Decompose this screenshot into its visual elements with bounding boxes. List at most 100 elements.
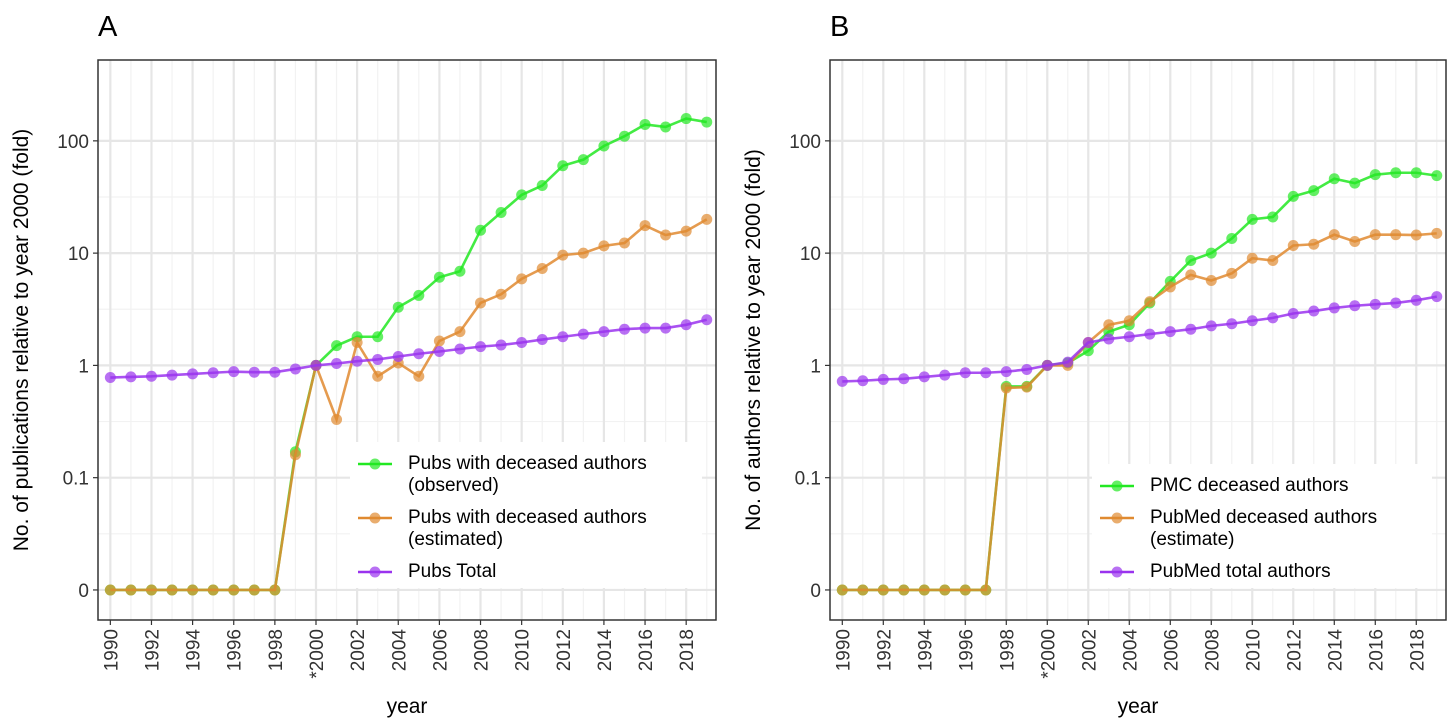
data-point — [1021, 363, 1033, 375]
data-point — [145, 370, 157, 382]
data-point — [1287, 307, 1299, 319]
data-point — [495, 207, 507, 219]
data-point — [1267, 254, 1279, 266]
legend-label: Pubs Total — [408, 561, 496, 582]
data-point — [1226, 267, 1238, 279]
data-point — [413, 348, 425, 360]
data-point — [1349, 177, 1361, 189]
panel-tag: B — [830, 11, 849, 43]
data-point — [1082, 336, 1094, 348]
x-tick-label: 1994 — [184, 629, 205, 672]
x-tick-label: 1994 — [915, 629, 936, 672]
y-axis-title: No. of authors relative to year 2000 (fo… — [742, 149, 765, 531]
data-point — [577, 154, 589, 166]
data-point — [1164, 281, 1176, 293]
data-point — [701, 116, 713, 128]
data-point — [433, 335, 445, 347]
data-point — [898, 584, 910, 596]
data-point — [351, 355, 363, 367]
panel-border — [829, 59, 1447, 621]
x-tick-label: 2010 — [513, 629, 534, 671]
legend-key-point — [1111, 512, 1123, 524]
data-point — [1205, 320, 1217, 332]
data-point — [618, 237, 630, 249]
data-point — [1000, 366, 1012, 378]
data-point — [836, 375, 848, 387]
data-point — [701, 314, 713, 326]
data-point — [557, 331, 569, 343]
x-tick-label: 2018 — [677, 629, 698, 671]
data-point — [1144, 296, 1156, 308]
data-point — [618, 130, 630, 142]
x-tick-label: 1998 — [997, 629, 1018, 671]
data-point — [1390, 167, 1402, 179]
legend-label: PubMed deceased authors (estimate) — [1150, 507, 1377, 550]
data-point — [187, 584, 199, 596]
data-point — [639, 220, 651, 232]
panel-border — [97, 59, 717, 621]
x-tick-label: 2014 — [595, 629, 616, 672]
data-point — [454, 265, 466, 277]
x-tick-label: 2006 — [430, 629, 451, 671]
data-point — [1205, 275, 1217, 287]
legend-box — [350, 442, 702, 588]
data-point — [248, 366, 260, 378]
y-tick-label: 1 — [810, 356, 821, 377]
data-point — [145, 584, 157, 596]
data-point — [1144, 328, 1156, 340]
data-point — [660, 121, 672, 133]
data-point — [413, 370, 425, 382]
data-point — [289, 363, 301, 375]
x-tick-label: 2012 — [1284, 629, 1305, 671]
y-tick-label: 10 — [800, 244, 821, 265]
data-point — [1431, 227, 1443, 239]
data-point — [187, 368, 199, 380]
data-point — [516, 336, 528, 348]
data-point — [166, 369, 178, 381]
legend-key-point — [369, 458, 381, 470]
x-tick-label: 2016 — [1366, 629, 1387, 671]
x-tick-label: 2008 — [472, 629, 493, 671]
data-point — [392, 301, 404, 313]
data-point — [1431, 291, 1443, 303]
data-point — [598, 326, 610, 338]
data-point — [959, 584, 971, 596]
legend-key-point — [369, 512, 381, 524]
data-point — [639, 322, 651, 334]
x-tick-label: 2004 — [1120, 629, 1141, 672]
x-tick-label: 1992 — [142, 629, 163, 671]
data-point — [475, 297, 487, 309]
data-point — [289, 449, 301, 461]
data-point — [1410, 294, 1422, 306]
x-tick-label: 2016 — [636, 629, 657, 671]
data-point — [331, 413, 343, 425]
panel: A 0 0.1 1 10 100 1990 1992 1994 1996 1998 *2000 2002… — [10, 11, 717, 718]
data-point — [1000, 382, 1012, 394]
data-point — [1369, 229, 1381, 241]
data-point — [1062, 356, 1074, 368]
data-point — [536, 262, 548, 274]
y-tick-label: 0 — [810, 581, 821, 602]
data-point — [372, 331, 384, 343]
data-point — [980, 584, 992, 596]
data-point — [454, 343, 466, 355]
data-point — [228, 366, 240, 378]
data-point — [331, 340, 343, 352]
y-axis-title: No. of publications relative to year 200… — [10, 129, 33, 552]
data-point — [1021, 381, 1033, 393]
panel-tag: A — [98, 11, 118, 43]
data-point — [1123, 331, 1135, 343]
data-point — [1287, 190, 1299, 202]
x-tick-label: 2002 — [348, 629, 369, 671]
data-point — [228, 584, 240, 596]
data-point — [413, 289, 425, 301]
data-point — [918, 584, 930, 596]
data-point — [959, 367, 971, 379]
data-point — [857, 375, 869, 387]
data-point — [536, 334, 548, 346]
data-point — [269, 366, 281, 378]
data-point — [1308, 185, 1320, 197]
data-point — [536, 180, 548, 192]
data-point — [392, 351, 404, 363]
data-point — [598, 140, 610, 152]
